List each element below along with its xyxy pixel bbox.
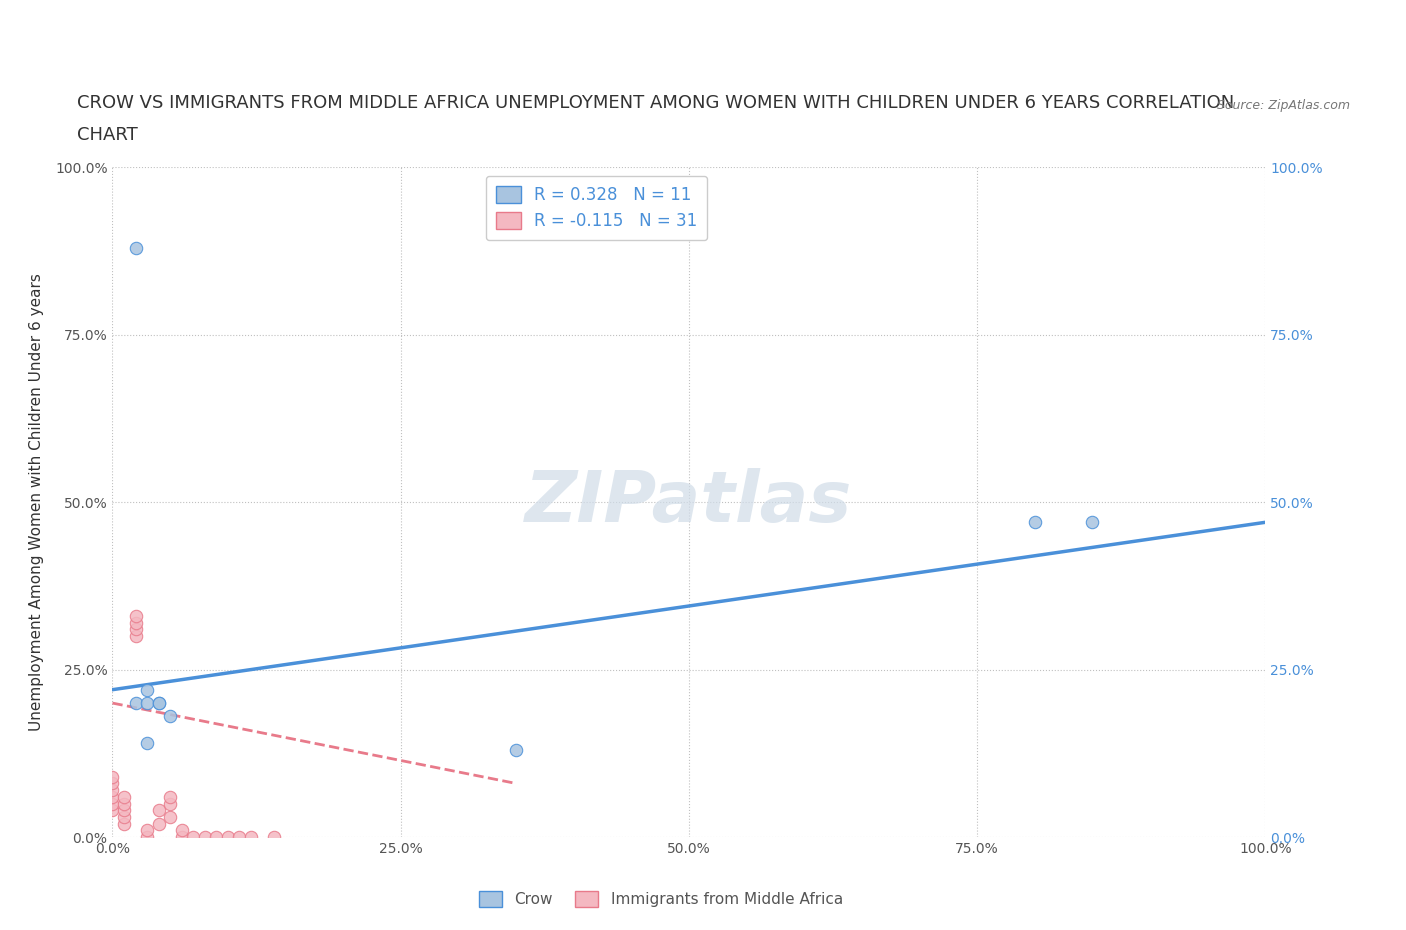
Text: CHART: CHART (77, 126, 138, 144)
Point (148, 817, 170, 831)
Point (228, 830, 250, 844)
Text: ZIPatlas: ZIPatlas (526, 468, 852, 537)
Point (170, 830, 193, 844)
Text: Source: ZipAtlas.com: Source: ZipAtlas.com (1216, 99, 1350, 112)
Point (136, 696, 159, 711)
Legend: R = 0.328   N = 11, R = -0.115   N = 31: R = 0.328 N = 11, R = -0.115 N = 31 (486, 176, 707, 240)
Point (101, 790, 124, 804)
Point (1024, 515, 1046, 530)
Point (101, 769, 124, 784)
Point (239, 830, 262, 844)
Point (1081, 515, 1104, 530)
Point (124, 629, 146, 644)
Legend: Crow, Immigrants from Middle Africa: Crow, Immigrants from Middle Africa (472, 884, 849, 913)
Point (124, 616, 146, 631)
Point (124, 240, 146, 255)
Point (101, 776, 124, 790)
Point (194, 830, 217, 844)
Point (124, 622, 146, 637)
Text: CROW VS IMMIGRANTS FROM MIDDLE AFRICA UNEMPLOYMENT AMONG WOMEN WITH CHILDREN UND: CROW VS IMMIGRANTS FROM MIDDLE AFRICA UN… (77, 94, 1234, 112)
Point (159, 709, 181, 724)
Point (112, 809, 135, 824)
Point (101, 796, 124, 811)
Point (136, 683, 159, 698)
Point (217, 830, 239, 844)
Point (159, 796, 181, 811)
Point (148, 696, 170, 711)
Point (170, 823, 193, 838)
Point (112, 790, 135, 804)
Point (148, 803, 170, 817)
Point (136, 736, 159, 751)
Point (124, 696, 146, 711)
Point (205, 830, 228, 844)
Point (136, 830, 159, 844)
Point (263, 830, 285, 844)
Point (112, 817, 135, 831)
Point (148, 696, 170, 711)
Point (112, 796, 135, 811)
Point (101, 803, 124, 817)
Point (505, 742, 527, 757)
Y-axis label: Unemployment Among Women with Children Under 6 years: Unemployment Among Women with Children U… (30, 273, 44, 731)
Point (112, 803, 135, 817)
Point (181, 830, 204, 844)
Point (101, 783, 124, 798)
Point (159, 809, 181, 824)
Point (159, 790, 181, 804)
Point (124, 608, 146, 623)
Point (136, 823, 159, 838)
